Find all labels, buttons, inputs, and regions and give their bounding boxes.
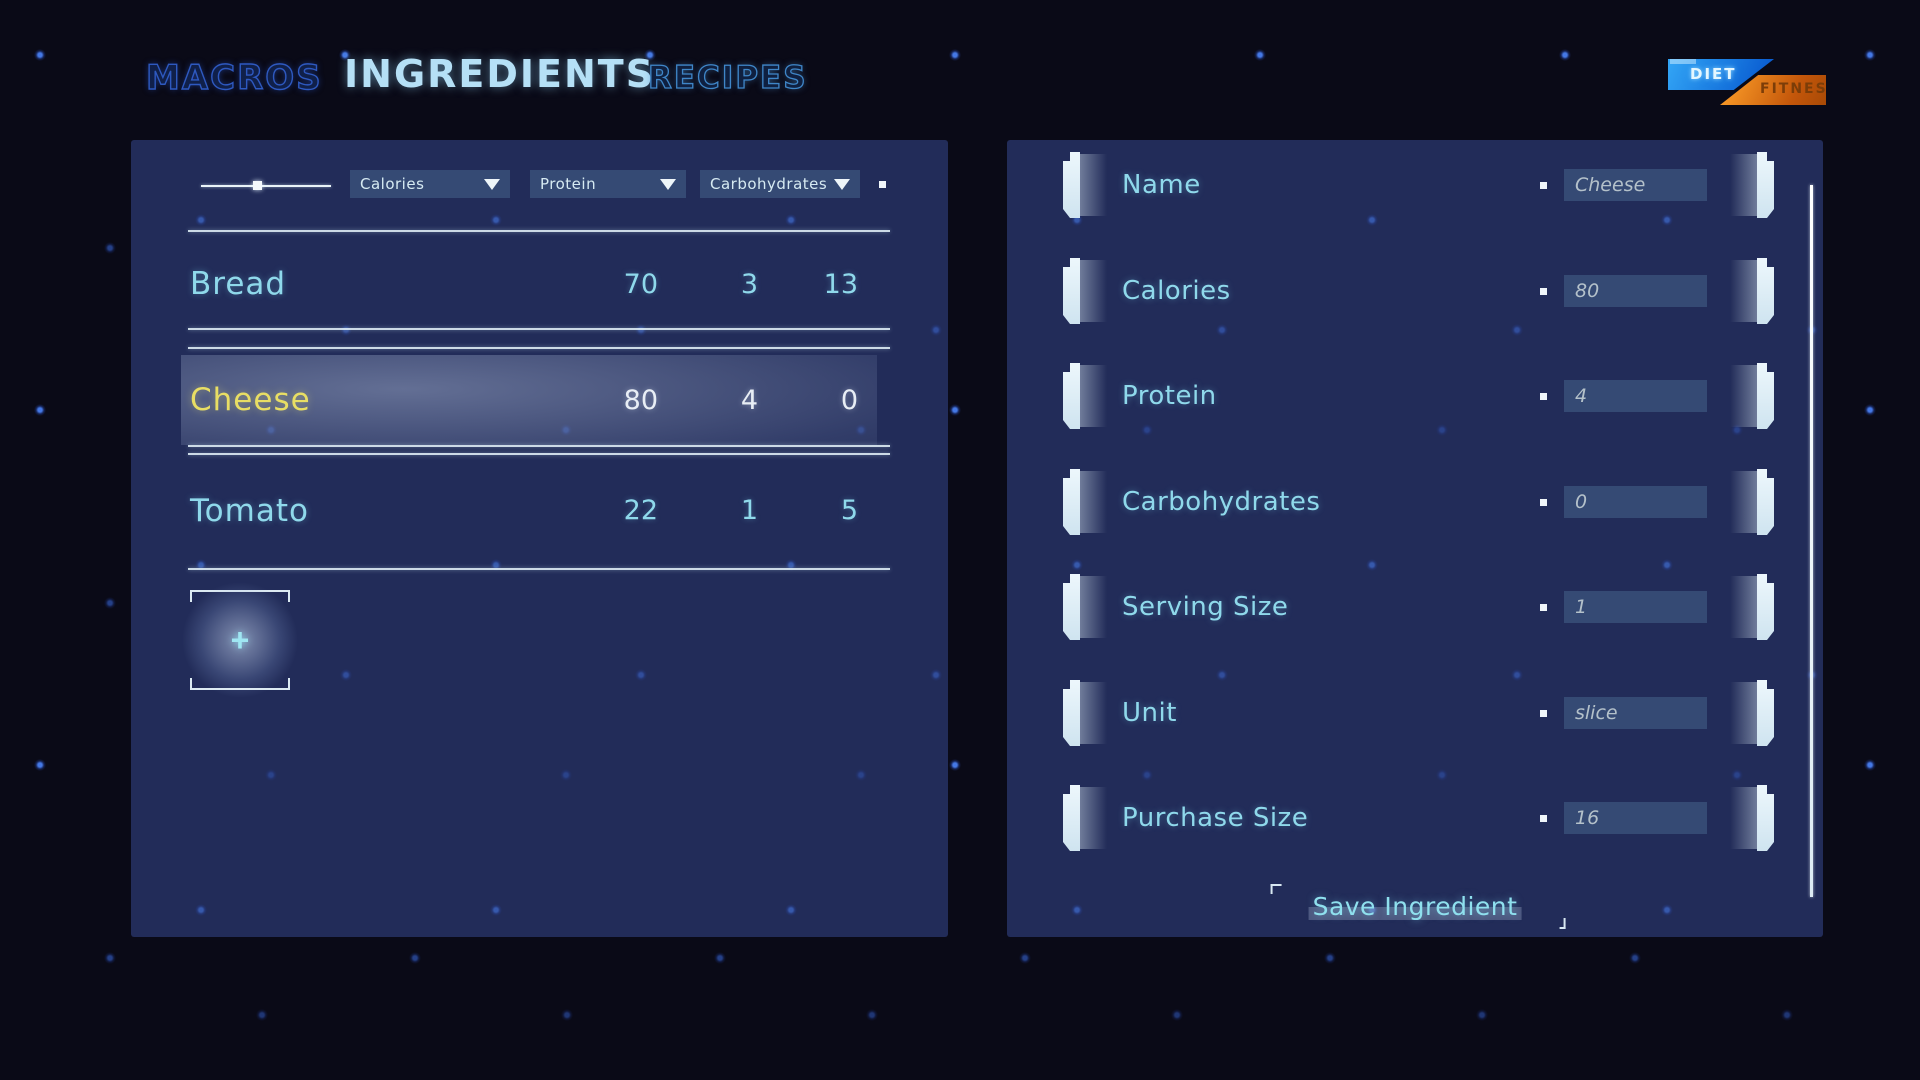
selected-row-highlight xyxy=(181,355,877,445)
logo-diet-label: DIET xyxy=(1690,65,1737,83)
row-left-ornament xyxy=(1063,785,1109,851)
filter-slider[interactable] xyxy=(201,176,331,196)
row-left-ornament xyxy=(1063,258,1109,324)
sort-dropdown-calories[interactable]: Calories xyxy=(350,170,510,198)
row-left-ornament xyxy=(1063,680,1109,746)
save-ingredient-button[interactable]: Save Ingredient xyxy=(1270,884,1566,929)
row-left-ornament xyxy=(1063,574,1109,640)
ingredient-name: Tomato xyxy=(190,492,309,529)
dropdown-label: Calories xyxy=(360,175,425,193)
bullet-square-icon xyxy=(1540,604,1547,611)
field-label: Unit xyxy=(1122,698,1177,728)
field-label: Protein xyxy=(1122,381,1217,411)
field-label: Carbohydrates xyxy=(1122,487,1321,517)
field-label: Calories xyxy=(1122,276,1231,306)
chevron-down-icon xyxy=(834,178,850,190)
ingredient-calories: 80 xyxy=(623,384,658,416)
field-label: Name xyxy=(1122,170,1201,200)
row-right-ornament xyxy=(1728,469,1774,535)
row-right-ornament xyxy=(1728,785,1774,851)
form-row-carbohydrates: Carbohydrates xyxy=(1007,469,1823,535)
sort-dropdown-protein[interactable]: Protein xyxy=(530,170,686,198)
chevron-down-icon xyxy=(660,178,676,190)
ingredient-carbs: 13 xyxy=(823,268,858,300)
bullet-square-icon xyxy=(1540,815,1547,822)
ingredient-carbs: 0 xyxy=(840,384,858,416)
ingredient-protein: 1 xyxy=(740,495,758,526)
plus-icon: + xyxy=(230,621,250,658)
tab-macros[interactable]: MACROS xyxy=(145,57,323,98)
slider-handle[interactable] xyxy=(253,181,262,190)
serving-size-field[interactable] xyxy=(1564,591,1707,623)
add-ingredient-button[interactable]: + xyxy=(178,578,302,702)
bullet-square-icon xyxy=(879,181,886,188)
carbohydrates-field[interactable] xyxy=(1564,486,1707,518)
slider-track xyxy=(201,185,331,187)
row-right-ornament xyxy=(1728,152,1774,218)
ingredient-name: Cheese xyxy=(190,382,311,418)
save-ingredient-label: Save Ingredient xyxy=(1312,892,1518,921)
name-field[interactable] xyxy=(1564,169,1707,201)
tab-ingredients[interactable]: INGREDIENTS xyxy=(344,52,656,96)
ingredient-protein: 3 xyxy=(740,268,758,300)
field-label: Purchase Size xyxy=(1122,803,1309,833)
form-row-calories: Calories xyxy=(1007,258,1823,324)
row-divider xyxy=(188,568,890,570)
row-right-ornament xyxy=(1728,574,1774,640)
bullet-square-icon xyxy=(1540,393,1547,400)
ingredient-row-cheese[interactable]: Cheese 80 4 0 xyxy=(190,355,858,445)
row-left-ornament xyxy=(1063,152,1109,218)
ingredient-form-panel: Name Calories Protein Carbohydrates xyxy=(1007,140,1823,937)
purchase-size-field[interactable] xyxy=(1564,802,1707,834)
logo-diet-shape: DIET xyxy=(1668,59,1774,90)
row-right-ornament xyxy=(1728,680,1774,746)
calories-field[interactable] xyxy=(1564,275,1707,307)
bullet-square-icon xyxy=(1540,499,1547,506)
ingredient-calories: 70 xyxy=(623,268,658,300)
form-row-purchase-size: Purchase Size xyxy=(1007,785,1823,851)
tab-recipes[interactable]: RECIPES xyxy=(647,59,808,96)
form-row-protein: Protein xyxy=(1007,363,1823,429)
ingredient-name: Bread xyxy=(190,266,287,302)
row-left-ornament xyxy=(1063,363,1109,429)
form-scrollbar[interactable] xyxy=(1810,185,1813,897)
row-divider xyxy=(188,445,890,447)
bullet-square-icon xyxy=(1540,182,1547,189)
dropdown-label: Carbohydrates xyxy=(710,175,828,193)
bullet-square-icon xyxy=(1540,710,1547,717)
ingredient-protein: 4 xyxy=(740,384,758,416)
field-label: Serving Size xyxy=(1122,592,1289,622)
diet-fitness-logo: FITNESS DIET xyxy=(1668,54,1828,110)
form-row-serving-size: Serving Size xyxy=(1007,574,1823,640)
sort-dropdown-carbohydrates[interactable]: Carbohydrates xyxy=(700,170,860,198)
row-divider xyxy=(188,328,890,330)
logo-fitness-label: FITNESS xyxy=(1760,81,1840,97)
form-row-name: Name xyxy=(1007,152,1823,218)
ingredient-calories: 22 xyxy=(623,495,658,526)
dropdown-label: Protein xyxy=(540,175,597,193)
row-divider xyxy=(188,347,890,349)
ingredient-row-tomato[interactable]: Tomato 22 1 5 xyxy=(190,453,858,568)
row-left-ornament xyxy=(1063,469,1109,535)
unit-field[interactable] xyxy=(1564,697,1707,729)
bullet-square-icon xyxy=(1540,288,1547,295)
row-divider xyxy=(188,230,890,232)
ingredient-carbs: 5 xyxy=(840,495,858,526)
row-right-ornament xyxy=(1728,363,1774,429)
form-row-unit: Unit xyxy=(1007,680,1823,746)
chevron-down-icon xyxy=(484,178,500,190)
ingredient-row-bread[interactable]: Bread 70 3 13 xyxy=(190,240,858,328)
row-divider xyxy=(188,453,890,455)
ingredients-list-panel: Calories Protein Carbohydrates Bread 70 … xyxy=(131,140,948,937)
protein-field[interactable] xyxy=(1564,380,1707,412)
row-right-ornament xyxy=(1728,258,1774,324)
